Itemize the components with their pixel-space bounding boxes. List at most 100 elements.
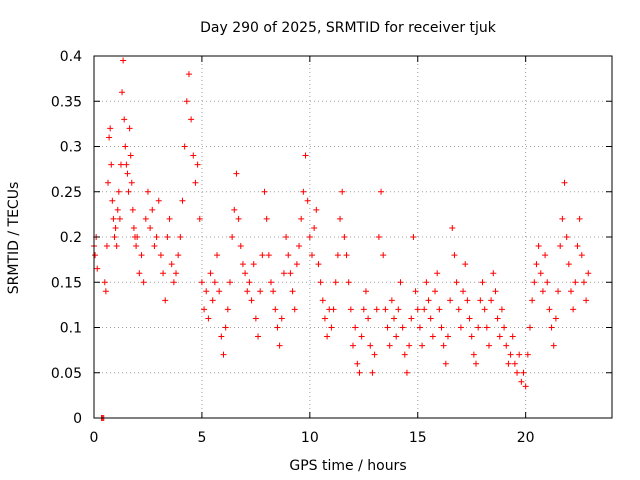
data-point (209, 297, 216, 304)
data-point (194, 161, 201, 168)
data-point (190, 152, 197, 159)
data-point (111, 234, 118, 240)
data-point (373, 306, 380, 313)
data-point (164, 234, 171, 240)
data-point (470, 351, 477, 358)
data-point (365, 315, 372, 322)
data-point (498, 306, 505, 313)
data-point (425, 297, 432, 304)
data-point (315, 261, 322, 268)
data-point (122, 143, 129, 150)
data-point (149, 206, 156, 213)
data-point (477, 297, 484, 304)
data-point (539, 288, 546, 295)
data-point (130, 224, 137, 231)
data-point (296, 243, 303, 250)
data-point (548, 324, 555, 331)
data-point (144, 188, 151, 195)
data-point (401, 351, 408, 358)
data-point (460, 288, 467, 295)
data-point (106, 134, 113, 141)
data-point (107, 125, 114, 132)
data-point (92, 252, 99, 259)
y-tick-label: 0.1 (60, 321, 82, 337)
data-point (257, 288, 264, 295)
y-tick-label: 0.15 (51, 275, 82, 291)
data-point (514, 369, 521, 376)
data-point (362, 288, 369, 295)
data-point (179, 197, 186, 204)
x-tick-label: 0 (90, 430, 99, 446)
data-point (369, 369, 376, 376)
y-tick-label: 0.35 (51, 94, 82, 110)
data-point (490, 270, 497, 277)
data-point (345, 279, 352, 286)
data-point (341, 234, 348, 240)
data-point (334, 252, 341, 259)
data-point (124, 170, 131, 177)
data-point (218, 333, 225, 340)
data-point (142, 215, 149, 222)
data-point (408, 315, 415, 322)
data-point (276, 342, 283, 349)
data-point (242, 270, 249, 277)
x-tick-label: 5 (197, 430, 206, 446)
y-tick-label: 0.3 (60, 140, 82, 156)
data-point (319, 297, 326, 304)
data-point (371, 351, 378, 358)
data-point (561, 179, 568, 186)
data-point (337, 215, 344, 222)
data-point (233, 170, 240, 177)
data-point (347, 306, 354, 313)
data-point (442, 360, 449, 367)
data-point (356, 369, 363, 376)
data-point (147, 224, 154, 231)
data-point (563, 234, 570, 240)
y-tick-label: 0.2 (60, 230, 82, 246)
data-point (267, 279, 274, 286)
data-point (509, 333, 516, 340)
data-point (239, 261, 246, 268)
data-point (397, 279, 404, 286)
data-point (384, 324, 391, 331)
data-point (220, 351, 227, 358)
data-point (198, 279, 205, 286)
data-point (173, 270, 180, 277)
data-point (485, 342, 492, 349)
data-point (181, 143, 188, 150)
data-point (343, 252, 350, 259)
data-point (393, 333, 400, 340)
data-point (263, 215, 270, 222)
data-point (134, 234, 141, 240)
data-point (496, 333, 503, 340)
data-point (462, 261, 469, 268)
data-point (121, 116, 128, 123)
grid-lines (94, 56, 612, 418)
data-point (138, 252, 145, 259)
data-point (544, 279, 551, 286)
x-tick-label: 10 (301, 430, 319, 446)
data-point (255, 333, 262, 340)
data-point (457, 324, 464, 331)
data-point (526, 324, 533, 331)
data-point (339, 188, 346, 195)
data-point (102, 288, 109, 295)
data-point (265, 252, 272, 259)
y-tick-label: 0.4 (60, 49, 82, 65)
data-point (283, 234, 290, 240)
data-point (259, 252, 266, 259)
data-point (188, 116, 195, 123)
data-point (170, 279, 177, 286)
x-tick-label: 20 (517, 430, 535, 446)
y-tick-label: 0.25 (51, 185, 82, 201)
data-point (207, 270, 214, 277)
data-point (565, 261, 572, 268)
data-point (123, 161, 130, 168)
data-point (216, 288, 223, 295)
axis-ticks: 0 0.05 0.1 0.15 0.2 0.25 0.3 0.35 0.4 0 5 10 15 20 (51, 49, 612, 446)
data-point (350, 342, 356, 349)
data-point (175, 252, 182, 259)
data-point (304, 197, 311, 204)
data-point (453, 279, 460, 286)
data-point (112, 224, 119, 231)
